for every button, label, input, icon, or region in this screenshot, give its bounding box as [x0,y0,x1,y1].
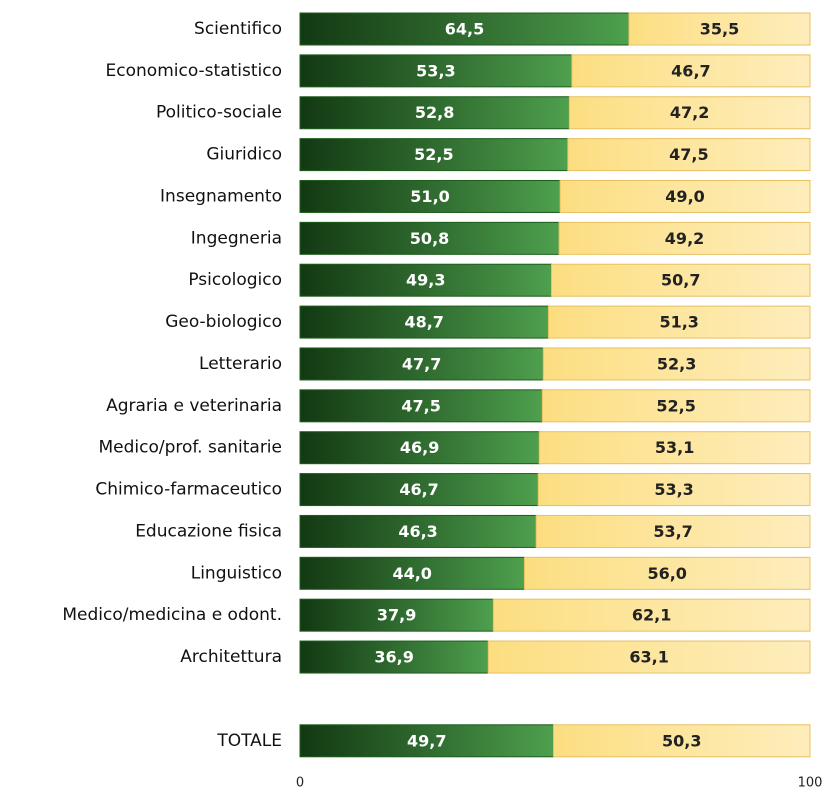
value-label: 52,5 [414,145,453,164]
value-label: 46,3 [398,522,437,541]
category-label: Educazione fisica [135,521,282,541]
bar-segment [492,598,811,632]
value-label: 52,8 [415,103,454,122]
value-label: 46,7 [399,480,438,499]
value-label: 49,7 [407,731,446,750]
value-label: 52,3 [657,354,696,373]
value-label: 53,7 [653,522,692,541]
bar-segment [568,96,811,130]
category-label: Agraria e veterinaria [106,396,282,416]
value-label: 49,3 [406,271,445,290]
value-label: 36,9 [374,648,413,667]
category-label: Scientifico [194,19,282,39]
x-tick-label: 0 [296,776,304,789]
value-label: 37,9 [377,606,416,625]
bar-segment [550,263,811,297]
bar-segment [299,598,494,632]
value-label: 53,3 [654,480,693,499]
value-label: 44,0 [392,564,431,583]
bar-segment [299,514,537,548]
bar-segment [299,263,552,297]
category-label: Medico/prof. sanitarie [98,438,282,458]
bar-segment [542,347,811,381]
category-label: Medico/medicina e odont. [62,605,282,625]
bar-segment [571,54,811,88]
value-label: 46,9 [400,438,439,457]
x-tick-label: 100 [798,776,823,789]
value-label: 62,1 [632,606,671,625]
value-label: 35,5 [700,20,739,39]
bar-segment [628,12,811,46]
bar-segment [299,389,543,423]
bar-segment [299,431,540,465]
category-label: Psicologico [188,270,282,290]
category-label: Chimico-farmaceutico [95,480,282,500]
bar-segment [552,724,811,758]
category-label: Geo-biologico [165,312,282,332]
value-label: 49,2 [665,229,704,248]
category-label: Politico-sociale [156,103,282,123]
value-label: 47,5 [669,145,708,164]
bar-segment [299,54,573,88]
bar-segment [567,138,811,172]
value-label: 63,1 [629,648,668,667]
value-label: 64,5 [445,20,484,39]
bar-segment [487,640,811,674]
category-label: Insegnamento [160,186,282,206]
value-label: 47,5 [401,396,440,415]
value-label: 52,5 [656,396,695,415]
bar-segment [299,347,544,381]
category-label: Giuridico [206,145,282,165]
value-label: 48,7 [404,313,443,332]
value-label: 50,3 [662,731,701,750]
value-label: 53,3 [416,61,455,80]
value-label: 47,2 [670,103,709,122]
value-label: 50,8 [410,229,449,248]
bar-segment [541,389,811,423]
value-label: 49,0 [665,187,704,206]
bar-segment [558,221,811,255]
category-label: Ingegneria [191,228,282,248]
value-label: 51,3 [659,313,698,332]
bar-segment [299,96,570,130]
bar-segment [299,179,561,213]
category-label: Linguistico [191,563,282,583]
bar-segment [299,640,489,674]
bar-segment [299,556,525,590]
value-label: 51,0 [410,187,449,206]
category-label: TOTALE [216,731,282,751]
bar-segment [535,514,811,548]
value-label: 50,7 [661,271,700,290]
bar-segment [538,431,811,465]
bar-segment [523,556,811,590]
value-label: 47,7 [402,354,441,373]
category-label: Letterario [199,354,282,374]
bar-segment [547,305,811,339]
bar-segment [537,473,811,507]
bar-segment [299,12,630,46]
bar-segment [299,473,539,507]
bar-segment [559,179,811,213]
category-label: Architettura [180,647,282,667]
value-label: 46,7 [671,61,710,80]
category-label: Economico-statistico [106,61,282,81]
bar-segment [299,138,569,172]
value-label: 53,1 [655,438,694,457]
value-label: 56,0 [647,564,686,583]
